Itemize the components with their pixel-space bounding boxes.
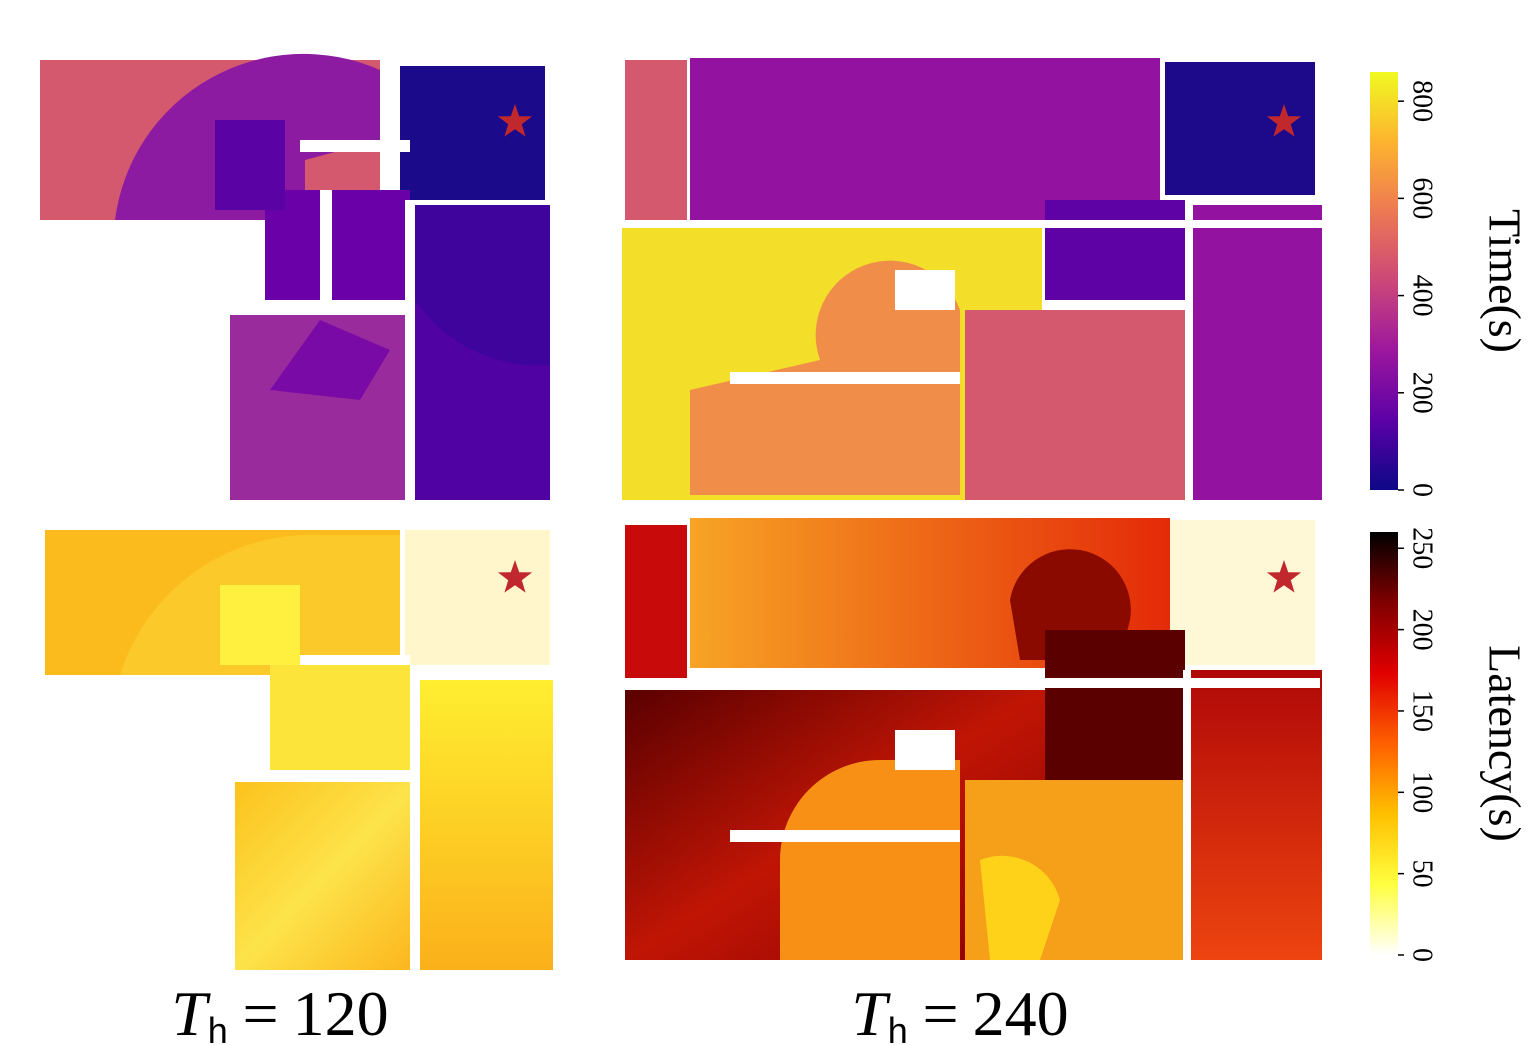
colorbar-tick-label: 800 xyxy=(1407,80,1438,122)
colorbar-label: Latency(s) xyxy=(1479,645,1530,842)
map-latency-120 xyxy=(45,530,553,970)
figure: 0 200 400 600 800 Time(s) 0 50 100 150 200 250 Laten… xyxy=(0,0,1533,1045)
colorbar-tick-label: 250 xyxy=(1407,527,1438,569)
caption-symbol: T xyxy=(171,978,211,1045)
caption-relation: = xyxy=(243,978,279,1045)
colorbar-tick-label: 200 xyxy=(1407,609,1438,651)
colorbar-tick-label: 150 xyxy=(1407,690,1438,732)
caption-value: 120 xyxy=(293,978,389,1045)
colorbar-tick-label: 50 xyxy=(1407,860,1438,888)
colorbar-tick-label: 0 xyxy=(1407,483,1438,497)
caption: Th =120 xyxy=(171,978,388,1045)
colorbar-tick-label: 200 xyxy=(1407,372,1438,414)
map-latency-240 xyxy=(620,518,1322,960)
colorbar-label: Time(s) xyxy=(1479,209,1530,353)
caption-subscript: h xyxy=(887,1013,909,1045)
colorbar-tick-label: 0 xyxy=(1407,948,1438,962)
colorbar-tick-label: 400 xyxy=(1407,275,1438,317)
map-time-240 xyxy=(622,58,1322,500)
map-time-120 xyxy=(40,54,550,500)
caption-subscript: h xyxy=(207,1013,229,1045)
caption: Th =240 xyxy=(851,978,1068,1045)
caption-symbol: T xyxy=(851,978,891,1045)
colorbar-tick-label: 100 xyxy=(1407,771,1438,813)
caption-relation: = xyxy=(923,978,959,1045)
colorbar xyxy=(1370,532,1398,955)
caption-value: 240 xyxy=(973,978,1069,1045)
colorbar xyxy=(1370,72,1398,490)
colorbar-tick-label: 600 xyxy=(1407,177,1438,219)
